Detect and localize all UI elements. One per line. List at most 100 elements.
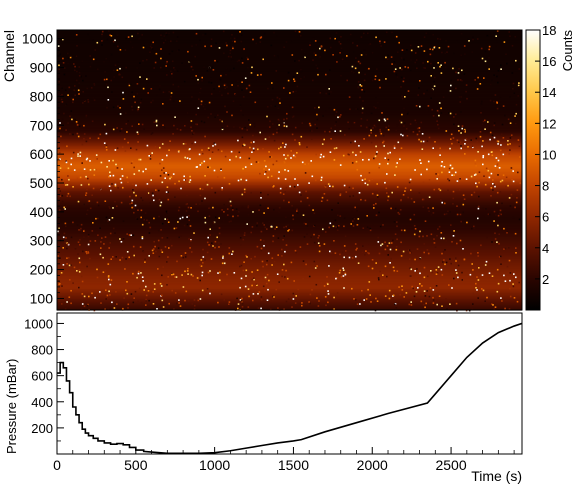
heatmap-pixel [217, 149, 220, 151]
heatmap-pixel [135, 184, 137, 187]
heatmap-pixel [124, 49, 127, 51]
heatmap-pixel [419, 257, 421, 260]
heatmap-pixel [221, 187, 223, 189]
heatmap-pixel [246, 56, 248, 59]
heatmap-pixel [358, 71, 360, 74]
heatmap-pixel [363, 32, 365, 35]
heatmap-pixel [232, 100, 235, 103]
heatmap-pixel [201, 76, 203, 79]
heatmap-pixel [437, 62, 439, 64]
heatmap-pixel [342, 269, 345, 271]
heatmap-pixel [262, 58, 264, 61]
heatmap-pixel [181, 274, 183, 276]
heatmap-pixel [200, 103, 203, 106]
heatmap-pixel [142, 70, 145, 72]
heatmap-pixel [231, 253, 233, 255]
heatmap-y-tick-label: 300 [30, 233, 54, 249]
heatmap-pixel [400, 255, 403, 257]
heatmap-pixel [79, 229, 82, 231]
heatmap-pixel [380, 45, 382, 47]
heatmap-pixel [207, 116, 209, 119]
heatmap-pixel [276, 123, 279, 126]
heatmap-pixel [302, 278, 305, 280]
heatmap-pixel [80, 184, 83, 186]
heatmap-pixel [457, 264, 460, 267]
heatmap-row [57, 206, 522, 209]
heatmap-row [57, 208, 522, 212]
heatmap-pixel [496, 107, 499, 110]
heatmap-pixel [105, 132, 108, 135]
heatmap-pixel [230, 56, 232, 58]
heatmap-pixel [382, 224, 384, 226]
heatmap-pixel [431, 271, 433, 274]
colorbar-tick-label: 6 [542, 210, 549, 225]
heatmap-pixel [135, 194, 137, 197]
heatmap-pixel [112, 227, 115, 230]
heatmap-pixel [428, 210, 430, 212]
heatmap-pixel [491, 303, 493, 305]
heatmap-pixel [228, 220, 231, 223]
heatmap-pixel [166, 186, 169, 188]
heatmap-pixel [420, 173, 422, 176]
heatmap-pixel [381, 112, 383, 114]
heatmap-pixel [419, 80, 421, 82]
heatmap-pixel [380, 244, 382, 247]
heatmap-pixel [162, 306, 165, 308]
heatmap-pixel [427, 105, 430, 107]
heatmap-pixel [466, 97, 468, 100]
heatmap-pixel [390, 207, 392, 210]
heatmap-pixel [210, 45, 213, 47]
heatmap-pixel [395, 35, 398, 38]
heatmap-row [57, 256, 522, 259]
heatmap-pixel [317, 73, 319, 76]
heatmap-pixel [429, 287, 432, 289]
heatmap-pixel [136, 67, 139, 69]
heatmap-row [57, 216, 522, 219]
heatmap-pixel [67, 62, 69, 65]
heatmap-pixel [149, 45, 152, 48]
heatmap-pixel [160, 285, 163, 287]
heatmap-pixel [433, 238, 435, 240]
heatmap-pixel [440, 72, 443, 74]
heatmap-row [57, 58, 522, 61]
heatmap-pixel [444, 52, 447, 54]
heatmap-pixel [319, 156, 322, 159]
heatmap-pixel [235, 155, 237, 158]
heatmap-pixel [516, 189, 519, 191]
heatmap-pixel [394, 303, 396, 306]
heatmap-pixel [69, 115, 71, 118]
heatmap-pixel [223, 203, 225, 206]
heatmap-pixel [191, 142, 193, 145]
heatmap-pixel [168, 302, 170, 305]
heatmap-pixel [401, 92, 404, 95]
heatmap-pixel [292, 91, 295, 93]
heatmap-pixel [388, 289, 391, 292]
heatmap-pixel [114, 39, 116, 42]
heatmap-pixel [270, 105, 272, 107]
heatmap-row [57, 253, 522, 256]
heatmap-pixel [229, 49, 232, 52]
heatmap-pixel [215, 42, 217, 45]
heatmap-pixel [73, 89, 76, 92]
heatmap-pixel [116, 61, 119, 63]
heatmap-pixel [444, 263, 446, 266]
heatmap-pixel [112, 159, 114, 162]
heatmap-pixel [126, 131, 128, 133]
heatmap-pixel [223, 176, 226, 179]
heatmap-pixel [365, 126, 368, 129]
heatmap-pixel [237, 139, 239, 142]
heatmap-pixel [299, 34, 302, 37]
heatmap-pixel [81, 162, 83, 164]
heatmap-pixel [449, 90, 452, 92]
heatmap-pixel [518, 281, 520, 284]
heatmap-row [57, 119, 522, 122]
heatmap-pixel [238, 59, 240, 62]
heatmap-pixel [313, 241, 316, 244]
heatmap-pixel [265, 282, 268, 285]
heatmap-pixel [285, 41, 288, 43]
heatmap-pixel [217, 114, 219, 116]
heatmap-row [57, 112, 522, 115]
heatmap-pixel [251, 278, 253, 281]
heatmap-pixel [347, 121, 349, 124]
heatmap-pixel [157, 229, 160, 232]
